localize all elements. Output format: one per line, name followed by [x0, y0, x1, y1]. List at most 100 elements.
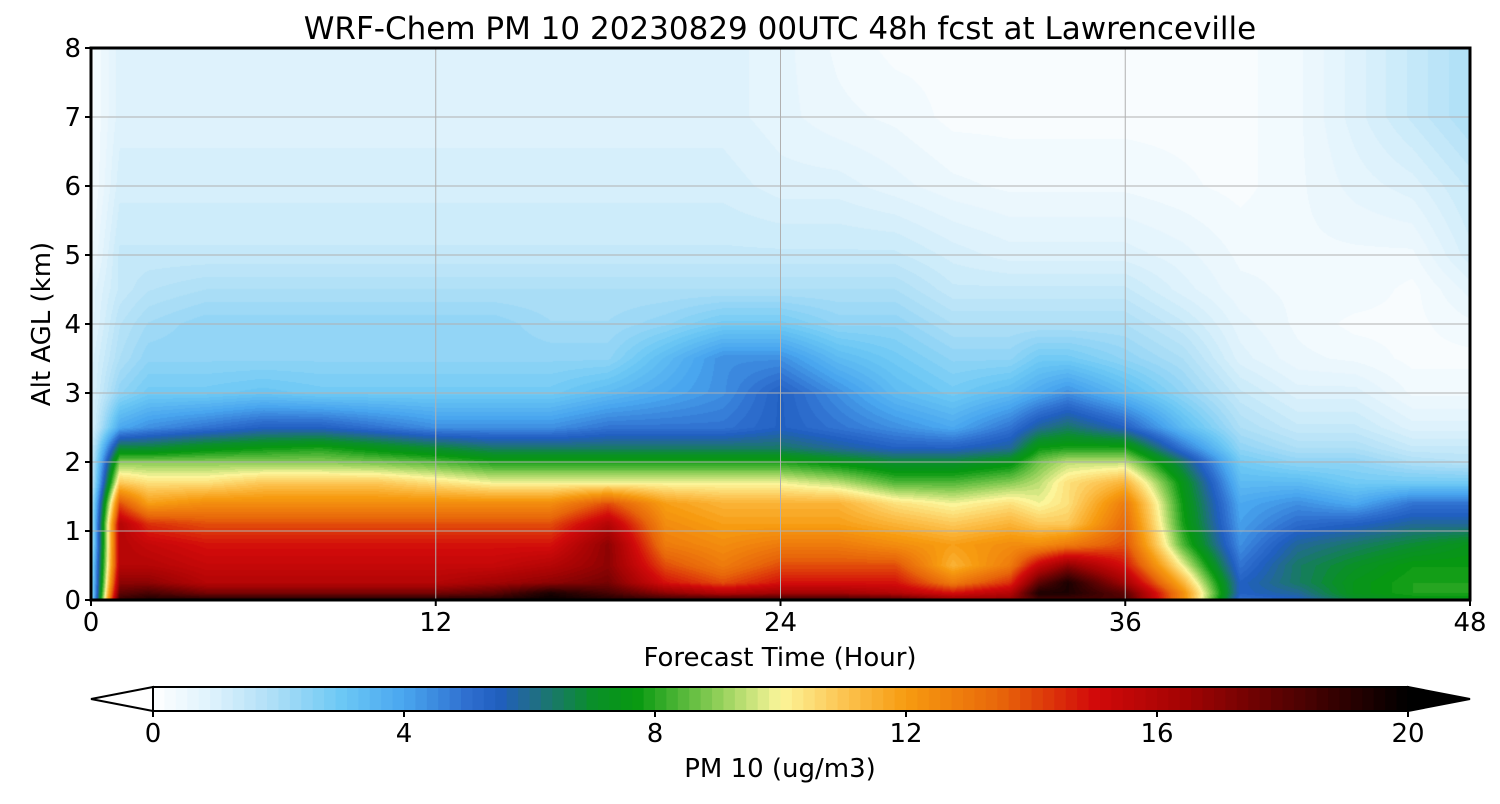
x-tick-label: 0	[83, 608, 100, 638]
colorbar-box	[495, 687, 508, 711]
colorbar-box	[1271, 687, 1284, 711]
colorbar-tick-label: 4	[396, 719, 413, 749]
colorbar-box	[951, 687, 964, 711]
colorbar-box	[1396, 687, 1409, 711]
y-axis-ticks: 0 1 2 3 4 5 6 7 8	[64, 34, 91, 616]
colorbar-box	[712, 687, 725, 711]
colorbar-box	[814, 687, 827, 711]
colorbar-box	[153, 687, 166, 711]
colorbar-box	[632, 687, 645, 711]
colorbar-box	[746, 687, 759, 711]
colorbar-box	[1088, 687, 1101, 711]
colorbar-box	[289, 687, 302, 711]
colorbar-label: PM 10 (ug/m3)	[684, 754, 876, 784]
colorbar-box	[175, 687, 188, 711]
x-tick-label: 48	[1453, 608, 1486, 638]
colorbar-box	[769, 687, 782, 711]
y-tick-label: 5	[64, 241, 81, 271]
colorbar-box	[1077, 687, 1090, 711]
colorbar-box	[757, 687, 770, 711]
colorbar-box	[655, 687, 668, 711]
colorbar-box	[1236, 687, 1249, 711]
y-tick-label: 1	[64, 517, 81, 547]
colorbar-box	[1031, 687, 1044, 711]
colorbar-box	[928, 687, 941, 711]
colorbar-box	[586, 687, 599, 711]
colorbar-box	[1111, 687, 1124, 711]
y-tick-label: 2	[64, 448, 81, 478]
colorbar-box	[1122, 687, 1135, 711]
colorbar-box	[312, 687, 325, 711]
colorbar-box	[1373, 687, 1386, 711]
colorbar-box	[472, 687, 485, 711]
x-axis-ticks: 0 12 24 36 48	[83, 600, 1487, 638]
y-tick-label: 6	[64, 172, 81, 202]
colorbar-box	[1248, 687, 1261, 711]
colorbar-box	[1259, 687, 1272, 711]
colorbar-box	[597, 687, 610, 711]
colorbar-box	[461, 687, 474, 711]
colorbar-box	[883, 687, 896, 711]
colorbar-box	[860, 687, 873, 711]
colorbar-box	[700, 687, 713, 711]
colorbar-box	[1350, 687, 1363, 711]
colorbar-box	[917, 687, 930, 711]
colorbar-box	[369, 687, 382, 711]
colorbar-box	[575, 687, 588, 711]
colorbar-box	[1293, 687, 1306, 711]
colorbar-box	[985, 687, 998, 711]
colorbar-tick-label: 16	[1140, 719, 1173, 749]
colorbar-box	[871, 687, 884, 711]
colorbar-box	[837, 687, 850, 711]
colorbar-box	[506, 687, 519, 711]
chart-title: WRF-Chem PM 10 20230829 00UTC 48h fcst a…	[304, 11, 1256, 47]
colorbar-box	[1054, 687, 1067, 711]
colorbar-tick-label: 12	[889, 719, 922, 749]
x-axis-label: Forecast Time (Hour)	[643, 643, 916, 673]
colorbar-box	[210, 687, 223, 711]
colorbar-box	[677, 687, 690, 711]
colorbar-box	[1042, 687, 1055, 711]
colorbar-box	[1008, 687, 1021, 711]
plot-area	[89, 46, 1472, 602]
colorbar-box	[643, 687, 656, 711]
y-tick-label: 7	[64, 103, 81, 133]
y-tick-label: 3	[64, 379, 81, 409]
colorbar-box	[301, 687, 314, 711]
colorbar-box	[1179, 687, 1192, 711]
colorbar-box	[1202, 687, 1215, 711]
colorbar-box	[164, 687, 177, 711]
colorbar-box	[1099, 687, 1112, 711]
colorbar-box	[221, 687, 234, 711]
colorbar-box	[449, 687, 462, 711]
colorbar-box	[734, 687, 747, 711]
colorbar-box	[1168, 687, 1181, 711]
colorbar-box	[1020, 687, 1033, 711]
colorbar-box	[791, 687, 804, 711]
colorbar-box	[278, 687, 291, 711]
grid-lines	[91, 48, 1470, 600]
colorbar-box	[552, 687, 565, 711]
colorbar-box	[940, 687, 953, 711]
colorbar-box	[335, 687, 348, 711]
colorbar-box	[187, 687, 200, 711]
colorbar-box	[483, 687, 496, 711]
colorbar-box	[1225, 687, 1238, 711]
colorbar-box	[1282, 687, 1295, 711]
colorbar-box	[974, 687, 987, 711]
colorbar-box	[723, 687, 736, 711]
colorbar: 0 4 8 12 16 20 PM 10 (ug/m3)	[90, 685, 1471, 784]
colorbar-box	[438, 687, 451, 711]
colorbar-box	[1316, 687, 1329, 711]
colorbar-min-extend-arrow	[90, 685, 154, 713]
colorbar-box	[267, 687, 280, 711]
colorbar-box	[1362, 687, 1375, 711]
colorbar-box	[826, 687, 839, 711]
colorbar-box	[255, 687, 268, 711]
colorbar-box	[609, 687, 622, 711]
colorbar-box	[1145, 687, 1158, 711]
x-tick-label: 36	[1109, 608, 1142, 638]
colorbar-box	[392, 687, 405, 711]
